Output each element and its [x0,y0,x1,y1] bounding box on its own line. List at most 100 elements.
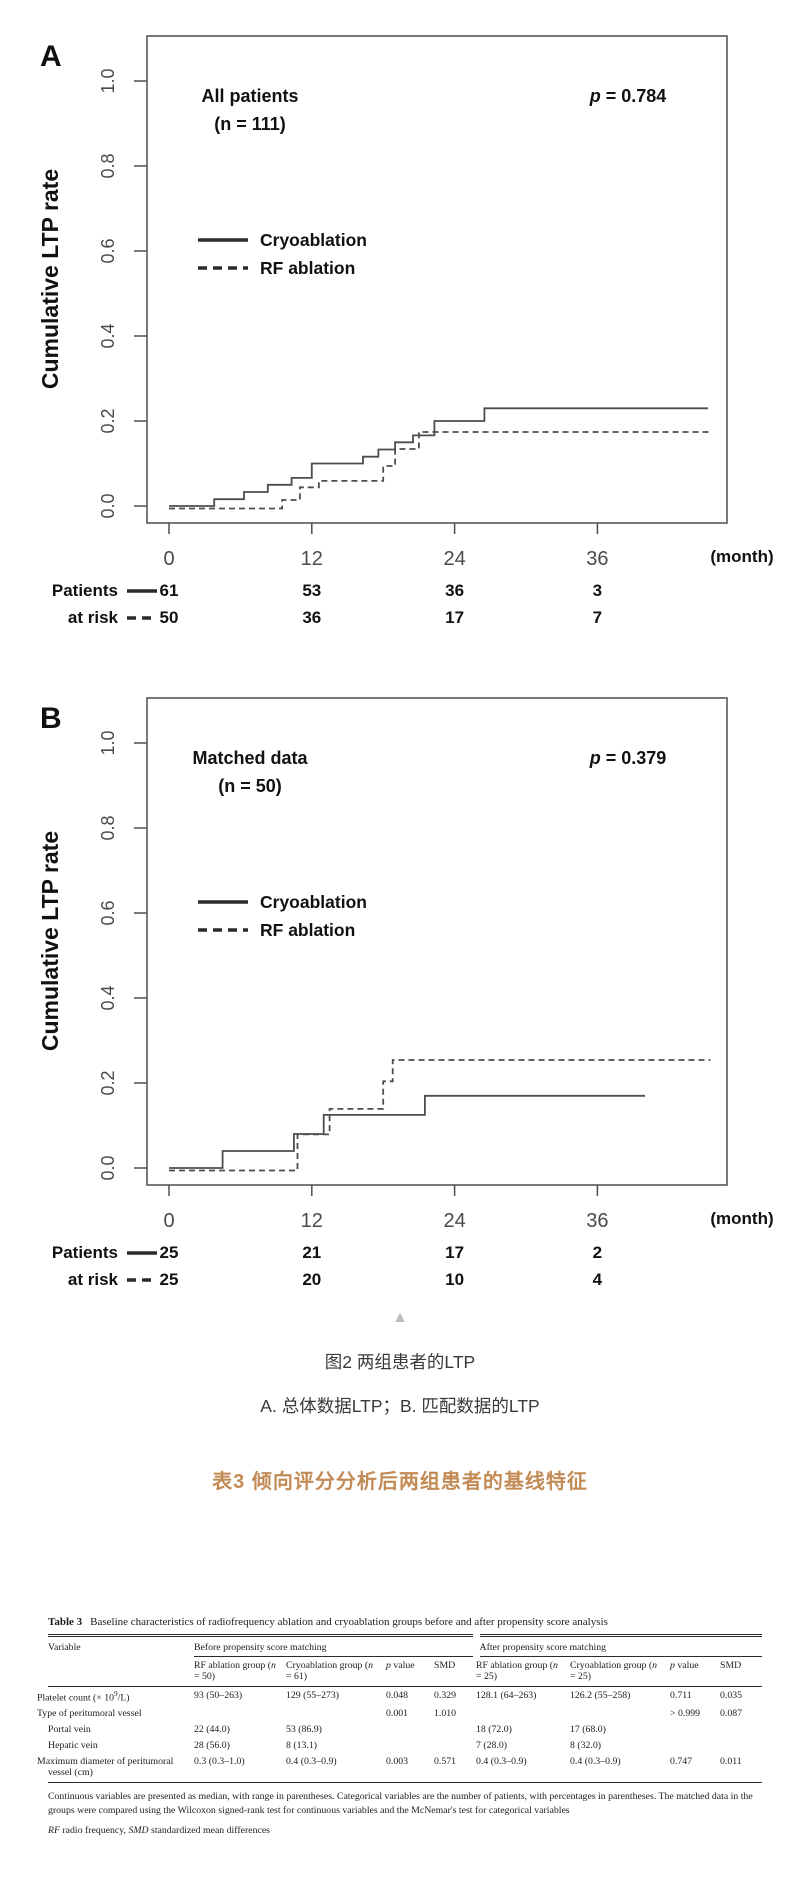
legend-label: RF ablation [260,920,355,940]
table-cell [386,1737,434,1753]
at-risk-count: 53 [302,581,321,600]
col-header-rf-after: RF ablation group (n = 25) [476,1656,570,1687]
col-header-p-after: p value [670,1656,720,1687]
y-tick-label: 0.4 [98,323,118,348]
km-panel-a: 0.0 0.2 0.4 0.6 0.8 1.0 0 12 24 36 (month) A Cumulat… [0,0,800,636]
table-cell: 18 (72.0) [476,1723,512,1735]
table-cell: 0.001 [386,1707,409,1719]
col-header-variable: Variable [48,1634,194,1687]
row-variable-label: Portal vein [48,1723,91,1735]
km-chart-panel-a: 0.0 0.2 0.4 0.6 0.8 1.0 0 12 24 36 (month) A Cumulat… [37,35,774,627]
table-cell: 0.4 (0.3–0.9) [286,1753,386,1783]
x-tick-label: 24 [443,548,465,570]
table-cell: 0.747 [670,1753,720,1783]
x-tick-label: 12 [301,1210,323,1232]
table-cell [720,1737,762,1753]
km-curve-solid [169,1094,645,1169]
table-row: Maximum diameter of peritumoral vessel (… [37,1753,763,1783]
legend-label: RF ablation [260,258,355,278]
y-axis-title: Cumulative LTP rate [37,831,63,1051]
at-risk-count: 20 [302,1270,321,1289]
plot-title: Matched data [192,748,308,768]
table-cell: 0.711 [670,1689,692,1701]
y-tick-label: 0.6 [98,900,118,925]
at-risk-count: 61 [160,581,179,600]
table-row: Type of peritumoral vessel 0.001 1.010 > 0.… [37,1705,762,1721]
table-cell [434,1721,476,1737]
table-cell: 0.4 (0.3–0.9) [476,1753,570,1783]
row-variable-label: Platelet count (× 109/L) [37,1689,130,1703]
legend-label: Cryoablation [260,230,367,250]
km-curve-dashed [169,1059,711,1172]
at-risk-count: 3 [593,581,602,600]
table-footnote-abbreviations: RF radio frequency, SMD standardized mea… [48,1825,270,1837]
table-cell: 93 (50–263) [194,1689,243,1701]
table-footnote-methods: Continuous variables are presented as me… [48,1790,753,1817]
col-header-p-before: p value [386,1656,434,1687]
panel-letter: A [40,40,62,73]
table-cell: 22 (44.0) [194,1723,230,1735]
table-cell [286,1705,386,1721]
table-cell: 0.329 [434,1689,457,1701]
plot-title: All patients [201,86,298,106]
table-cell: 0.003 [386,1753,434,1783]
at-risk-row-label: Patients [52,1243,118,1262]
table-cell: 0.048 [386,1689,409,1701]
at-risk-count: 17 [445,608,464,627]
y-tick-label: 0.0 [98,1155,118,1180]
y-tick-label: 0.8 [98,815,118,840]
plot-box [146,697,728,1186]
table-cell [386,1721,434,1737]
collapse-triangle-icon: ▲ [392,1309,408,1326]
p-value-label: p = 0.379 [589,748,667,768]
journal-table-section: Table 3 Baseline characteristics of radio… [37,1616,763,1839]
at-risk-count: 2 [593,1243,602,1262]
table-cell: 0.3 (0.3–1.0) [194,1753,286,1783]
at-risk-row-label: Patients [52,581,118,600]
x-tick-label: 36 [586,1210,608,1232]
at-risk-count: 10 [445,1270,464,1289]
y-tick-label: 0.2 [98,1070,118,1095]
table-cell [670,1721,720,1737]
table-cell: 0.4 (0.3–0.9) [570,1753,670,1783]
table-cell: 128.1 (64–263) [476,1689,537,1701]
km-curve-solid [169,407,709,507]
x-unit-label: (month) [710,1209,773,1228]
figure-caption: 图2 两组患者的LTP A. 总体数据LTP；B. 匹配数据的LTP [0,1340,800,1428]
col-group-after: After propensity score matching [476,1634,763,1657]
km-panel-b: 0.0 0.2 0.4 0.6 0.8 1.0 0 12 24 36 (month) B Cumulat… [0,636,800,1298]
table-cell: 126.2 (55–258) [570,1689,631,1701]
col-group-before: Before propensity score matching [194,1634,480,1657]
row-variable-label: Maximum diameter of peritumoral vessel (… [37,1753,194,1783]
table-row: Hepatic vein 28 (56.0) 8 (13.1) 7 (28.0) 8 (… [48,1737,762,1753]
table-title-label: Table 3 [48,1616,83,1628]
at-risk-row-label: at risk [68,1270,119,1289]
col-header-smd-after: SMD [720,1656,763,1687]
table-row: Platelet count (× 109/L) 93 (50–263) 129 (… [37,1687,762,1706]
figure-caption-line2: A. 总体数据LTP；B. 匹配数据的LTP [260,1396,540,1416]
x-tick-label: 12 [301,548,323,570]
at-risk-count: 21 [302,1243,321,1262]
y-tick-label: 0.6 [98,238,118,263]
y-tick-label: 0.4 [98,985,118,1010]
baseline-characteristics-table: Variable Before propensity score matchin… [37,1634,763,1783]
col-header-cryo-after: Cryoablation group (n = 25) [570,1656,670,1687]
table-cell: 0.571 [434,1753,476,1783]
table-title: Table 3 Baseline characteristics of radio… [48,1616,757,1628]
table-cell: 1.010 [434,1707,457,1719]
col-header-cryo-before: Cryoablation group (n = 61) [286,1656,386,1687]
table-cell: 0.035 [720,1689,743,1701]
y-axis-title: Cumulative LTP rate [37,169,63,389]
table-cell: 8 (32.0) [570,1739,602,1751]
table-cell [670,1737,720,1753]
table-section-heading: 表3 倾向评分分析后两组患者的基线特征 [212,1471,588,1493]
plot-subtitle: (n = 50) [218,776,282,796]
col-header-smd-before: SMD [434,1656,476,1687]
km-chart-panel-b: 0.00.20.40.60.81.00 12 24 36 (month)BCumulat… [37,697,774,1289]
table-row: Portal vein 22 (44.0) 53 (86.9) 18 (72.0) 17… [48,1721,762,1737]
row-variable-label: Type of peritumoral vessel [37,1707,142,1719]
table-cell: 0.011 [720,1753,763,1783]
y-tick-label: 1.0 [98,730,118,755]
x-tick-label: 36 [586,548,608,570]
at-risk-count: 7 [593,608,602,627]
